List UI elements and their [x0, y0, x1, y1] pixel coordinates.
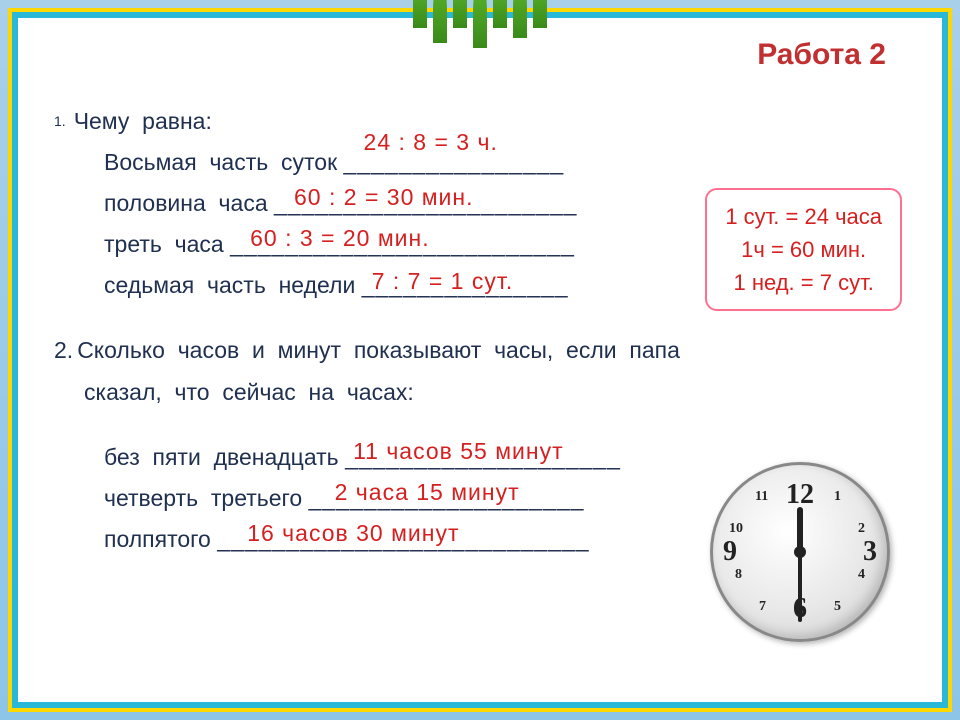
- q1-prompt: Чему равна:: [74, 102, 212, 141]
- q1-blank-2: _________________________ 60 : 3 = 20 ми…: [230, 225, 575, 264]
- ref-line-1: 1ч = 60 мин.: [725, 233, 882, 266]
- clock-num-5: 5: [834, 595, 841, 619]
- outer-frame-cyan: Работа 2 1. Чему равна: Восьмая часть су…: [12, 12, 948, 708]
- q2-label-0: без пяти двенадцать: [104, 438, 345, 477]
- grass-decoration: [413, 0, 547, 48]
- reference-box: 1 сут. = 24 часа 1ч = 60 мин. 1 нед. = 7…: [705, 188, 902, 311]
- content-card: Работа 2 1. Чему равна: Восьмая часть су…: [18, 18, 942, 702]
- q2-answer-0: 11 часов 55 минут: [353, 432, 564, 471]
- q1-label-2: треть часа: [104, 225, 230, 264]
- clock-num-7: 7: [759, 595, 766, 619]
- q1-blank-1: ______________________ 60 : 2 = 30 мин.: [274, 184, 577, 223]
- q1-label-3: седьмая часть недели: [104, 266, 362, 305]
- q1-label-0: Восьмая часть суток: [104, 143, 344, 182]
- clock-num-1: 1: [834, 485, 841, 509]
- q1-answer-0: 24 : 8 = 3 ч.: [364, 123, 498, 162]
- q2-prompt-1: Сколько часов и минут показывают часы, е…: [77, 331, 680, 370]
- q2-prompt-row1: 2. Сколько часов и минут показывают часы…: [54, 331, 906, 370]
- clock-num-10: 10: [729, 517, 743, 541]
- clock-minute-hand: [798, 552, 802, 622]
- q2-blank-2: ___________________________ 16 часов 30 …: [217, 520, 589, 559]
- clock-face: 12 1 2 3 4 5 6 7 8 9 10 11: [710, 462, 890, 642]
- q1-answer-3: 7 : 7 = 1 сут.: [372, 262, 514, 301]
- q2-label-2: полпятого: [104, 520, 217, 559]
- q1-blank-0: ________________ 24 : 8 = 3 ч.: [344, 143, 565, 182]
- q2-blank-0: ____________________ 11 часов 55 минут: [345, 438, 621, 477]
- q1-number: 1.: [54, 102, 66, 134]
- q2-blank-1: ____________________ 2 часа 15 минут: [309, 479, 585, 518]
- clock-num-3: 3: [863, 528, 877, 576]
- clock-num-11: 11: [755, 485, 768, 509]
- clock-num-4: 4: [858, 563, 865, 587]
- clock-center: [794, 546, 806, 558]
- q2-answer-2: 16 часов 30 минут: [247, 514, 459, 553]
- q1-label-1: половина часа: [104, 184, 274, 223]
- q1-line-0: Восьмая часть суток ________________ 24 …: [54, 143, 906, 182]
- q2-prompt-row2: сказал, что сейчас на часах:: [54, 373, 906, 412]
- q2-prompt-2: сказал, что сейчас на часах:: [54, 373, 414, 412]
- content-body: 1. Чему равна: Восьмая часть суток _____…: [54, 102, 906, 559]
- ref-line-0: 1 сут. = 24 часа: [725, 200, 882, 233]
- clock: 12 1 2 3 4 5 6 7 8 9 10 11: [710, 462, 890, 642]
- page-background: Работа 2 1. Чему равна: Восьмая часть су…: [0, 0, 960, 720]
- q2-number: 2.: [54, 331, 73, 370]
- q2-label-1: четверть третьего: [104, 479, 309, 518]
- q1-blank-3: _______________ 7 : 7 = 1 сут.: [362, 266, 569, 305]
- outer-frame-yellow: Работа 2 1. Чему равна: Восьмая часть су…: [8, 8, 952, 712]
- ref-line-2: 1 нед. = 7 сут.: [725, 266, 882, 299]
- q1-answer-2: 60 : 3 = 20 мин.: [250, 219, 429, 258]
- q2-answer-1: 2 часа 15 минут: [335, 473, 520, 512]
- q1-answer-1: 60 : 2 = 30 мин.: [294, 178, 473, 217]
